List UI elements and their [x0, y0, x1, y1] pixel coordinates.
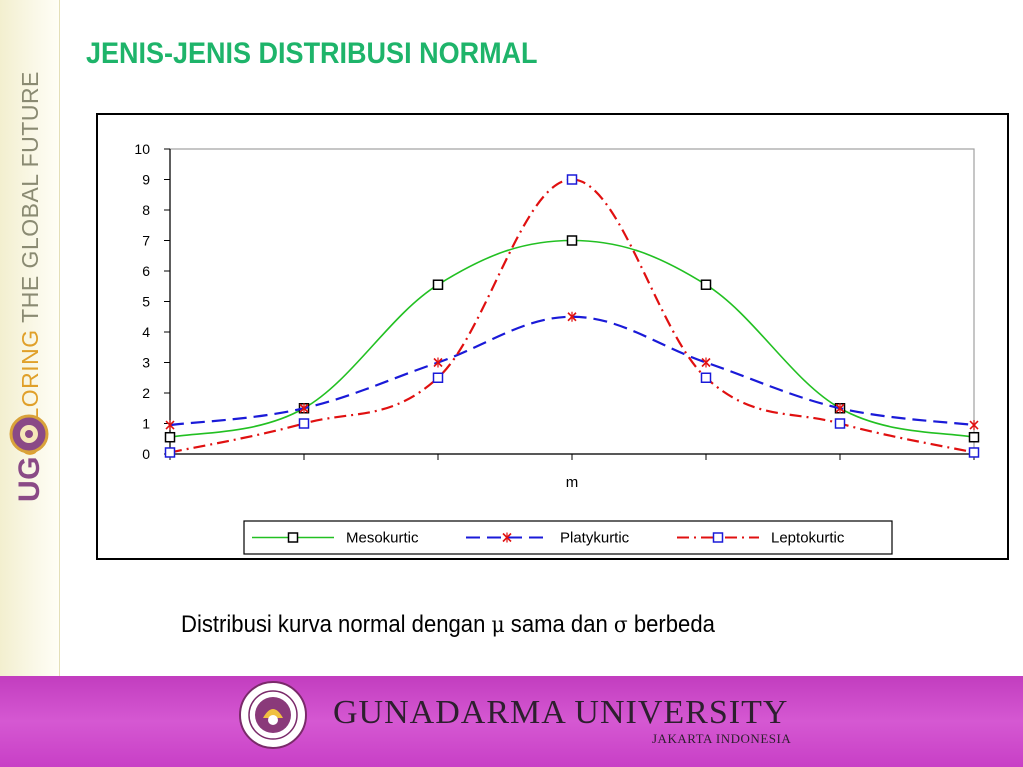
y-tick-label: 1 [142, 416, 150, 432]
y-tick-label: 8 [142, 202, 150, 218]
data-point-marker [164, 431, 176, 443]
legend-label: Leptokurtic [771, 530, 845, 547]
data-point-marker [712, 532, 724, 543]
data-point-marker [287, 532, 299, 543]
data-point-marker [567, 311, 577, 322]
data-point-marker [432, 279, 444, 290]
data-point-marker [299, 403, 309, 414]
data-point-marker [432, 372, 444, 383]
university-location: JAKARTA INDONESIA [652, 731, 792, 746]
y-tick-label: 10 [134, 141, 150, 157]
y-tick-label: 5 [142, 294, 150, 310]
data-point-marker [968, 431, 980, 443]
data-point-marker [165, 420, 175, 431]
data-point-marker [700, 279, 712, 290]
data-point-marker [566, 235, 578, 246]
chart-legend: Mesokurtic Platykurtic Leptokurtic [243, 520, 893, 555]
data-point-marker [502, 532, 512, 543]
data-point-marker [433, 357, 443, 368]
side-slogan-ug: UG [13, 456, 46, 502]
caption-mu-symbol: μ [491, 613, 505, 638]
y-tick-label: 0 [142, 446, 150, 462]
normal-distribution-chart: 0 1 2 3 4 5 6 7 8 9 10 m Mesokurtic Platykurtic Lepto… [134, 141, 980, 555]
caption-sigma-symbol: σ [613, 613, 628, 638]
legend-box [243, 520, 893, 555]
data-point-marker [298, 418, 310, 429]
x-axis-label: m [566, 474, 579, 491]
plot-area [169, 148, 975, 455]
series-platykurtic [165, 311, 979, 431]
y-tick-label: 9 [142, 172, 150, 188]
gunadarma-seal-icon [239, 681, 307, 749]
data-point-marker [701, 357, 711, 368]
caption-text-2: sama dan [504, 611, 614, 638]
side-decorative-strip [0, 0, 60, 676]
legend-label: Platykurtic [560, 530, 630, 547]
footer-banner [0, 676, 1023, 767]
y-tick-label: 6 [142, 263, 150, 279]
data-point-marker [968, 447, 980, 458]
side-slogan-rest: THE GLOBAL FUTURE [17, 71, 43, 330]
ug-emblem-icon [9, 414, 49, 454]
data-point-marker [700, 372, 712, 383]
y-tick-label: 2 [142, 385, 150, 401]
data-point-marker [566, 174, 578, 185]
series-leptokurtic [164, 174, 980, 458]
series-line [169, 178, 975, 454]
data-point-marker [164, 447, 176, 458]
data-point-marker [969, 420, 979, 431]
y-tick-label: 7 [142, 233, 150, 249]
university-name: GUNADARMA UNIVERSITY [333, 694, 789, 731]
page-title: JENIS-JENIS DISTRIBUSI NORMAL [86, 37, 538, 70]
legend-label: Mesokurtic [346, 530, 419, 547]
data-point-marker [834, 418, 846, 429]
y-tick-label: 3 [142, 355, 150, 371]
data-point-marker [835, 403, 845, 414]
caption-text-1: Distribusi kurva normal dengan [181, 611, 492, 638]
caption-text-3: berbeda [627, 611, 715, 638]
y-tick-label: 4 [142, 324, 150, 340]
chart-caption: Distribusi kurva normal dengan μ sama da… [181, 611, 715, 639]
